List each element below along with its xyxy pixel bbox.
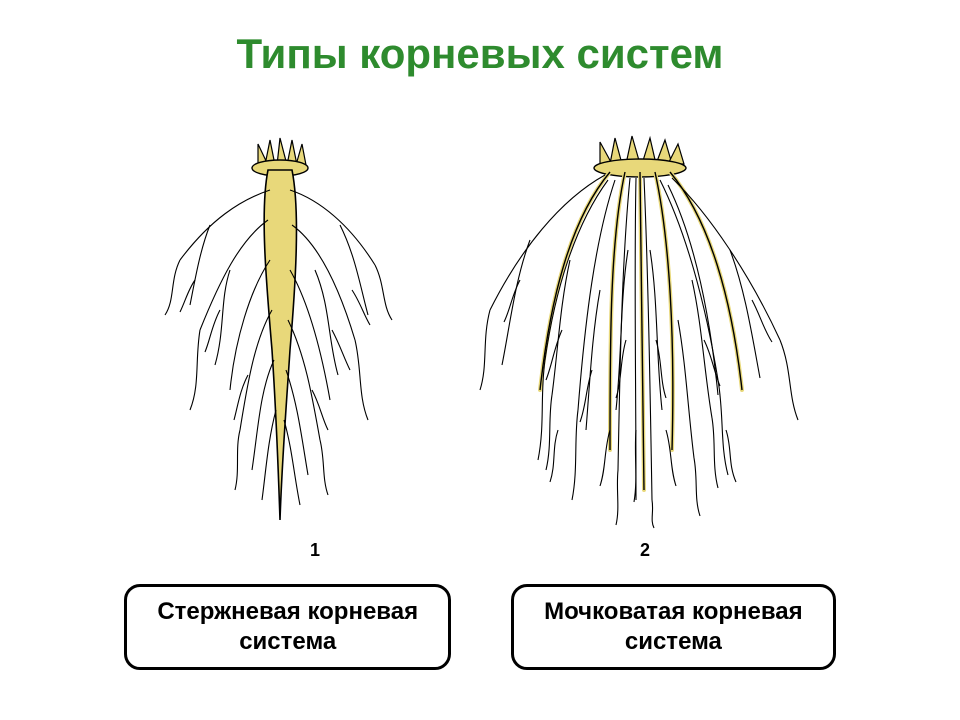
page-title: Типы корневых систем [0,30,960,78]
figure-number-2: 2 [640,540,650,561]
figure-number-1: 1 [310,540,320,561]
caption-fibrous: Мочковатая корневаясистема [511,584,836,670]
diagram-page: Типы корневых систем [0,0,960,720]
fibrous-illustration [460,130,820,530]
figure-fibrous [460,130,820,530]
figure-area [0,130,960,530]
taproot-main-root [264,170,296,520]
figure-taproot [140,130,420,530]
figure-number-row: 1 2 [0,540,960,561]
taproot-illustration [140,130,420,530]
caption-row: Стержневая корневаясистема Мочковатая ко… [0,584,960,670]
caption-taproot: Стержневая корневаясистема [124,584,451,670]
